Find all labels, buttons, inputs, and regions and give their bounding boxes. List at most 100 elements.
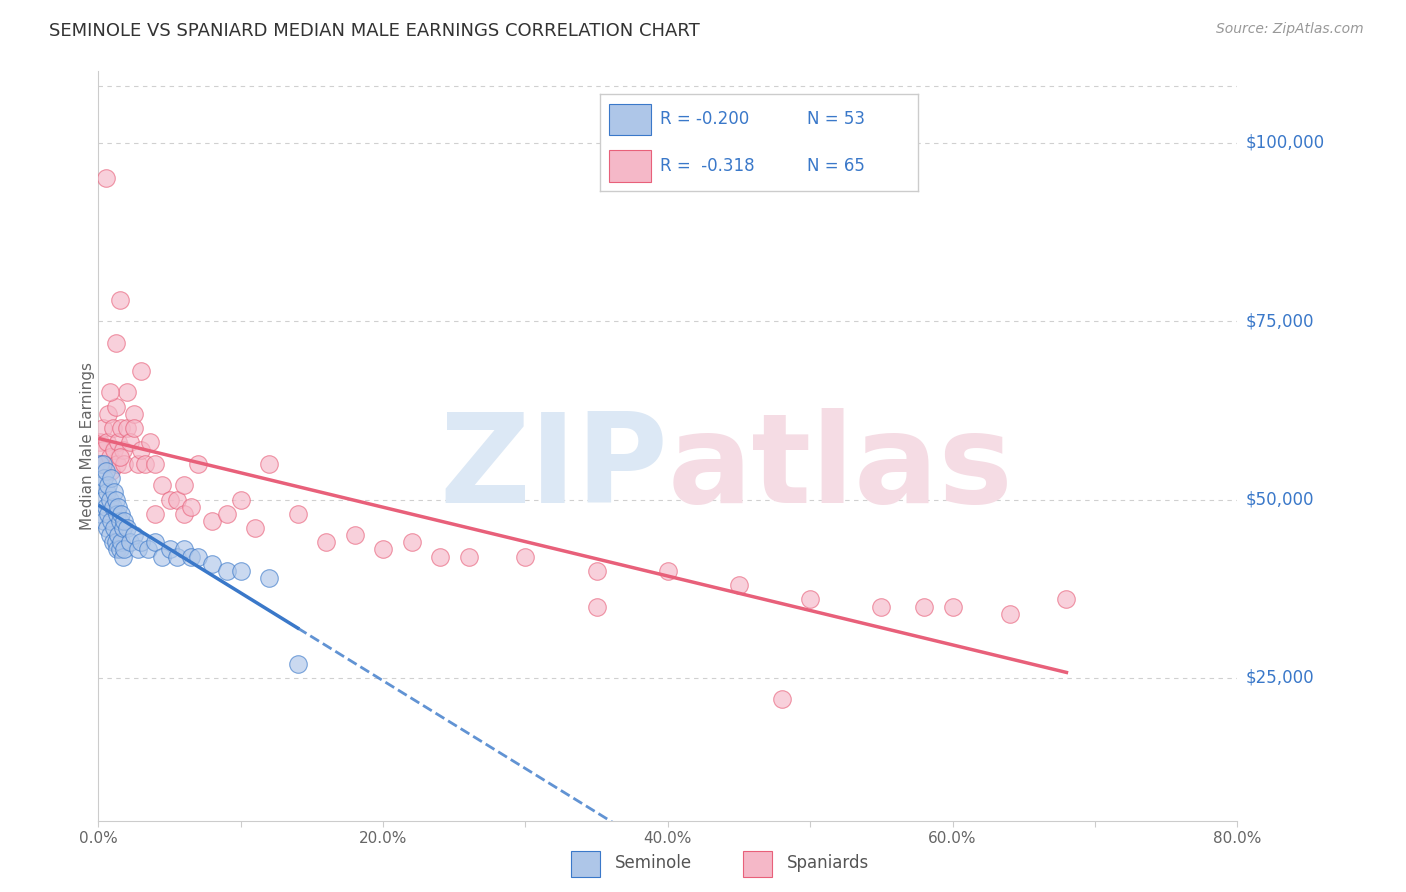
Point (159, 542, 181, 557)
Point (111, 549, 134, 564)
Point (912, 599, 935, 614)
Point (100, 464, 122, 478)
Point (98, 450, 121, 464)
Text: Spaniards: Spaniards (786, 854, 869, 872)
Point (173, 478, 195, 492)
Text: Seminole: Seminole (614, 854, 692, 872)
Point (96, 485, 118, 500)
Point (145, 457, 167, 471)
Text: SEMINOLE VS SPANIARD MEDIAN MALE EARNINGS CORRELATION CHART: SEMINOLE VS SPANIARD MEDIAN MALE EARNING… (49, 22, 700, 40)
Point (108, 514, 131, 528)
Point (94, 464, 117, 478)
Point (173, 507, 195, 521)
Point (90, 507, 112, 521)
Point (111, 442, 134, 457)
Point (180, 549, 202, 564)
Point (585, 564, 607, 578)
Text: $25,000: $25,000 (1246, 669, 1315, 687)
Point (942, 599, 965, 614)
Point (159, 492, 181, 507)
Point (100, 471, 122, 485)
Point (107, 435, 129, 450)
Point (118, 435, 141, 450)
Point (728, 578, 751, 592)
Point (112, 542, 135, 557)
Point (229, 564, 252, 578)
Point (115, 385, 138, 400)
Point (998, 607, 1021, 621)
Point (145, 535, 167, 549)
Point (104, 335, 127, 350)
Point (91, 421, 114, 435)
Point (91, 457, 114, 471)
Point (115, 421, 138, 435)
Point (201, 514, 224, 528)
Point (870, 599, 893, 614)
Point (103, 485, 125, 500)
Point (108, 450, 131, 464)
Point (134, 457, 156, 471)
Point (429, 549, 451, 564)
Point (97, 478, 120, 492)
Point (94, 171, 117, 186)
Point (457, 549, 479, 564)
Point (136, 542, 159, 557)
Point (91, 442, 114, 457)
Point (101, 421, 124, 435)
Point (187, 457, 209, 471)
Point (105, 457, 128, 471)
Point (93, 514, 115, 528)
Point (152, 549, 174, 564)
Text: $100,000: $100,000 (1246, 134, 1324, 152)
Point (585, 599, 607, 614)
Point (373, 542, 395, 557)
FancyBboxPatch shape (742, 851, 772, 877)
Point (129, 364, 152, 378)
Point (122, 407, 145, 421)
Point (259, 457, 281, 471)
Point (1056, 592, 1078, 607)
Point (111, 521, 134, 535)
Point (138, 435, 160, 450)
Point (127, 542, 149, 557)
Point (118, 535, 141, 549)
Point (122, 528, 145, 542)
Point (129, 442, 152, 457)
Point (343, 528, 366, 542)
Point (401, 535, 423, 549)
Text: ZIP: ZIP (439, 408, 668, 529)
Point (145, 507, 167, 521)
Point (112, 457, 135, 471)
Point (103, 521, 125, 535)
Point (105, 542, 128, 557)
Point (243, 521, 266, 535)
Point (122, 421, 145, 435)
Text: Source: ZipAtlas.com: Source: ZipAtlas.com (1216, 22, 1364, 37)
Point (110, 421, 132, 435)
Point (515, 549, 537, 564)
Point (770, 692, 793, 706)
Point (166, 492, 188, 507)
Point (98, 528, 121, 542)
Point (104, 535, 127, 549)
Point (129, 535, 152, 549)
Point (110, 507, 132, 521)
Point (104, 400, 127, 414)
Point (98, 492, 121, 507)
Point (799, 592, 821, 607)
Point (166, 549, 188, 564)
Point (107, 528, 129, 542)
Point (101, 500, 124, 514)
Text: $50,000: $50,000 (1246, 491, 1315, 508)
Point (287, 657, 309, 671)
Point (657, 564, 679, 578)
Point (229, 492, 252, 507)
Point (100, 514, 122, 528)
Point (89, 435, 111, 450)
Point (97, 507, 120, 521)
Point (91, 492, 114, 507)
Point (112, 514, 135, 528)
Point (96, 521, 118, 535)
FancyBboxPatch shape (571, 851, 600, 877)
Point (315, 535, 337, 549)
